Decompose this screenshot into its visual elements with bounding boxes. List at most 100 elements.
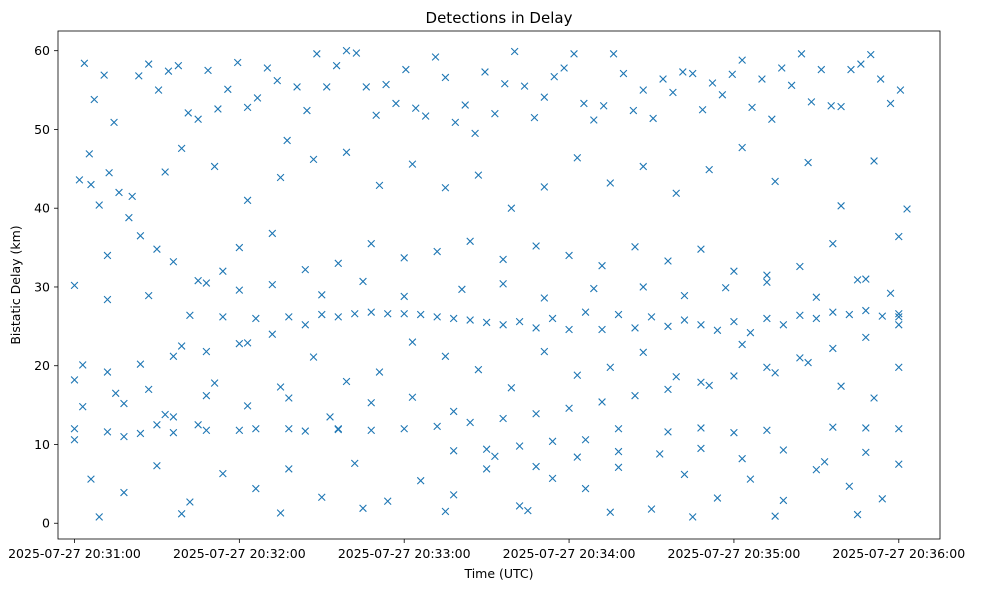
detection-point bbox=[400, 254, 408, 262]
detection-point bbox=[853, 510, 862, 519]
detection-point bbox=[886, 289, 895, 298]
detection-point bbox=[268, 280, 277, 289]
detection-point bbox=[350, 459, 359, 468]
detection-point bbox=[787, 81, 796, 90]
detection-point bbox=[411, 104, 420, 112]
detection-point bbox=[474, 171, 483, 179]
detection-point bbox=[219, 267, 227, 276]
detection-point bbox=[680, 470, 689, 479]
detection-point bbox=[285, 394, 293, 402]
y-tick-label: 30 bbox=[34, 279, 50, 294]
detection-point bbox=[894, 363, 903, 372]
detection-point bbox=[474, 365, 483, 374]
detection-point bbox=[268, 330, 277, 339]
detection-point bbox=[705, 165, 713, 174]
detection-point bbox=[451, 118, 460, 127]
detection-point bbox=[532, 324, 540, 332]
detection-point bbox=[530, 113, 539, 122]
detection-point bbox=[235, 426, 244, 435]
axis-ticks: 2025-07-27 20:31:00 2025-07-27 20:32:00 20… bbox=[8, 43, 965, 561]
detection-point bbox=[309, 155, 318, 164]
detection-point bbox=[647, 505, 656, 513]
detection-point bbox=[515, 317, 524, 326]
detection-point bbox=[763, 314, 771, 323]
detection-point bbox=[548, 437, 557, 446]
detection-point bbox=[80, 59, 89, 68]
detection-point bbox=[581, 435, 590, 444]
detection-point bbox=[797, 50, 806, 58]
detection-point bbox=[845, 310, 854, 319]
detection-point bbox=[639, 348, 648, 357]
detection-point bbox=[210, 162, 219, 171]
detection-point bbox=[560, 64, 568, 72]
detection-point bbox=[829, 239, 837, 248]
detection-point bbox=[105, 168, 113, 177]
detection-point bbox=[177, 342, 186, 350]
detection-point bbox=[550, 72, 559, 81]
detection-point bbox=[499, 320, 507, 329]
detection-point bbox=[862, 448, 870, 457]
detection-point bbox=[738, 143, 746, 152]
detection-point bbox=[796, 311, 804, 320]
detection-point bbox=[590, 116, 598, 124]
detection-point bbox=[763, 363, 771, 372]
detection-point bbox=[204, 66, 212, 75]
x-tick-label: 2025-07-27 20:36:00 bbox=[832, 546, 965, 561]
detection-point bbox=[367, 398, 376, 407]
detection-point bbox=[500, 79, 509, 88]
detection-point bbox=[408, 338, 417, 346]
detection-point bbox=[499, 414, 507, 423]
detection-point bbox=[136, 360, 145, 368]
detection-point bbox=[866, 50, 875, 59]
detection-point bbox=[894, 320, 903, 329]
x-tick-label: 2025-07-27 20:31:00 bbox=[8, 546, 141, 561]
detection-point bbox=[718, 91, 727, 99]
detection-point bbox=[449, 407, 458, 416]
detection-point bbox=[243, 339, 252, 347]
detection-point bbox=[812, 293, 821, 301]
detection-point bbox=[804, 158, 812, 167]
detection-point bbox=[482, 318, 491, 327]
detection-point bbox=[570, 50, 578, 58]
detection-point bbox=[87, 180, 95, 189]
detection-point bbox=[573, 453, 582, 461]
detection-point bbox=[548, 474, 557, 483]
detection-point bbox=[120, 488, 128, 497]
detection-point bbox=[606, 363, 615, 372]
detection-point bbox=[520, 82, 529, 90]
detection-point bbox=[894, 424, 903, 433]
detection-point bbox=[763, 278, 771, 287]
detection-point bbox=[293, 83, 301, 91]
detection-point bbox=[285, 424, 293, 433]
detection-point bbox=[837, 382, 845, 390]
detection-point bbox=[829, 344, 837, 353]
detection-point bbox=[153, 421, 161, 429]
detection-point bbox=[276, 509, 285, 517]
y-tick-label: 10 bbox=[34, 437, 50, 452]
detection-point bbox=[224, 85, 232, 94]
detection-point bbox=[573, 371, 582, 379]
detection-point bbox=[120, 432, 128, 441]
y-tick-label: 50 bbox=[34, 122, 50, 137]
detection-point bbox=[186, 311, 194, 320]
detection-point bbox=[144, 385, 153, 394]
detection-point bbox=[796, 262, 804, 271]
detection-point bbox=[471, 129, 479, 138]
detection-point bbox=[85, 150, 94, 158]
detection-point bbox=[845, 482, 854, 491]
detection-point bbox=[367, 239, 376, 248]
detection-point bbox=[647, 313, 656, 321]
detection-point bbox=[95, 513, 104, 521]
detection-point bbox=[342, 148, 351, 157]
detection-point bbox=[598, 398, 606, 406]
detection-point bbox=[507, 204, 516, 212]
detection-point bbox=[219, 469, 227, 478]
detection-point bbox=[70, 376, 79, 384]
detection-point bbox=[317, 310, 326, 319]
detection-point bbox=[573, 154, 582, 162]
detection-point bbox=[837, 102, 845, 111]
detection-point bbox=[680, 316, 689, 324]
detection-point bbox=[110, 118, 118, 127]
detection-point bbox=[599, 102, 608, 110]
detection-point bbox=[565, 325, 573, 334]
